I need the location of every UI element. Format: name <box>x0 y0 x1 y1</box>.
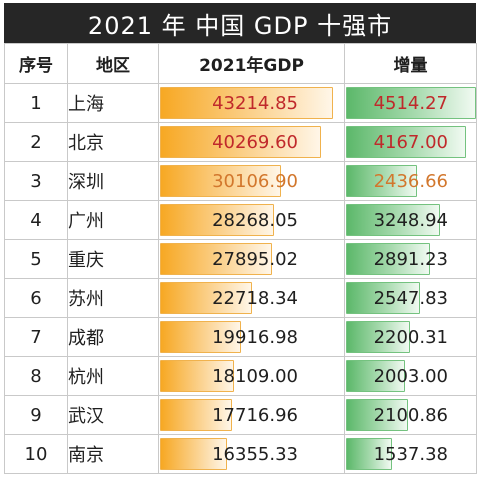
increase-cell: 2436.66 <box>344 161 477 201</box>
increase-data-bar <box>346 282 420 314</box>
increase-cell: 4514.27 <box>344 83 477 123</box>
table-header-row: 序号 地区 2021年GDP 增量 <box>4 43 477 84</box>
increase-cell: 3248.94 <box>344 200 477 240</box>
increase-data-bar <box>346 126 466 158</box>
gdp-cell: 17716.96 <box>158 395 345 435</box>
rank-cell: 7 <box>4 317 68 357</box>
increase-cell: 2547.83 <box>344 278 477 318</box>
increase-value: 2200.31 <box>373 326 448 348</box>
increase-cell: 2100.86 <box>344 395 477 435</box>
gdp-value: 40269.60 <box>212 131 298 153</box>
gdp-cell: 16355.33 <box>158 434 345 474</box>
rank-cell: 1 <box>4 83 68 123</box>
gdp-cell: 28268.05 <box>158 200 345 240</box>
gdp-value: 27895.02 <box>212 248 298 270</box>
gdp-data-bar <box>160 360 234 392</box>
increase-cell: 2891.23 <box>344 239 477 279</box>
gdp-value: 43214.85 <box>212 92 298 114</box>
gdp-data-bar <box>160 243 272 275</box>
gdp-value: 30106.90 <box>212 170 298 192</box>
increase-value: 2891.23 <box>373 248 448 270</box>
region-cell: 武汉 <box>67 395 159 435</box>
increase-data-bar <box>346 204 440 236</box>
increase-data-bar <box>346 438 392 470</box>
header-gdp: 2021年GDP <box>158 43 345 84</box>
region-cell: 北京 <box>67 122 159 162</box>
gdp-data-bar <box>160 165 281 197</box>
table-body: 1 上海 43214.85 4514.27 2 北京 40269.60 4167.00 3 深圳 3… <box>4 83 477 474</box>
header-rank: 序号 <box>4 43 68 84</box>
table-row: 3 深圳 30106.90 2436.66 <box>4 161 477 201</box>
gdp-value: 17716.96 <box>212 404 298 426</box>
rank-cell: 10 <box>4 434 68 474</box>
increase-data-bar <box>346 243 430 275</box>
table-row: 6 苏州 22718.34 2547.83 <box>4 278 477 318</box>
increase-cell: 4167.00 <box>344 122 477 162</box>
region-cell: 苏州 <box>67 278 159 318</box>
increase-value: 2436.66 <box>373 170 448 192</box>
region-cell: 重庆 <box>67 239 159 279</box>
increase-value: 2003.00 <box>373 365 448 387</box>
increase-data-bar <box>346 360 405 392</box>
table-row: 4 广州 28268.05 3248.94 <box>4 200 477 240</box>
gdp-data-bar <box>160 87 333 119</box>
rank-cell: 4 <box>4 200 68 240</box>
increase-value: 4514.27 <box>373 92 448 114</box>
increase-value: 2547.83 <box>373 287 448 309</box>
region-cell: 深圳 <box>67 161 159 201</box>
region-cell: 南京 <box>67 434 159 474</box>
gdp-data-bar <box>160 321 241 353</box>
table-row: 5 重庆 27895.02 2891.23 <box>4 239 477 279</box>
region-cell: 上海 <box>67 83 159 123</box>
header-increase: 增量 <box>344 43 477 84</box>
increase-value: 2100.86 <box>373 404 448 426</box>
gdp-cell: 18109.00 <box>158 356 345 396</box>
increase-value: 4167.00 <box>373 131 448 153</box>
gdp-cell: 40269.60 <box>158 122 345 162</box>
rank-cell: 8 <box>4 356 68 396</box>
rank-cell: 5 <box>4 239 68 279</box>
increase-value: 3248.94 <box>373 209 448 231</box>
rank-cell: 6 <box>4 278 68 318</box>
rank-cell: 3 <box>4 161 68 201</box>
increase-cell: 1537.38 <box>344 434 477 474</box>
header-region: 地区 <box>67 43 159 84</box>
table-row: 1 上海 43214.85 4514.27 <box>4 83 477 123</box>
increase-cell: 2003.00 <box>344 356 477 396</box>
gdp-table: 序号 地区 2021年GDP 增量 1 上海 43214.85 4514.27 2 北京 4… <box>4 43 477 474</box>
table-row: 7 成都 19916.98 2200.31 <box>4 317 477 357</box>
table-row: 2 北京 40269.60 4167.00 <box>4 122 477 162</box>
table-row: 9 武汉 17716.96 2100.86 <box>4 395 477 435</box>
gdp-cell: 22718.34 <box>158 278 345 318</box>
increase-value: 1537.38 <box>373 443 448 465</box>
increase-data-bar <box>346 87 476 119</box>
gdp-value: 18109.00 <box>212 365 298 387</box>
region-cell: 杭州 <box>67 356 159 396</box>
gdp-data-bar <box>160 204 274 236</box>
gdp-value: 16355.33 <box>212 443 298 465</box>
gdp-value: 28268.05 <box>212 209 298 231</box>
increase-data-bar <box>346 399 408 431</box>
table-row: 10 南京 16355.33 1537.38 <box>4 434 477 474</box>
gdp-data-bar <box>160 126 321 158</box>
gdp-data-bar <box>160 282 252 314</box>
gdp-value: 19916.98 <box>212 326 298 348</box>
gdp-data-bar <box>160 438 227 470</box>
gdp-cell: 19916.98 <box>158 317 345 357</box>
table-row: 8 杭州 18109.00 2003.00 <box>4 356 477 396</box>
increase-data-bar <box>346 165 417 197</box>
region-cell: 广州 <box>67 200 159 240</box>
gdp-cell: 27895.02 <box>158 239 345 279</box>
gdp-cell: 30106.90 <box>158 161 345 201</box>
rank-cell: 2 <box>4 122 68 162</box>
increase-data-bar <box>346 321 410 353</box>
region-cell: 成都 <box>67 317 159 357</box>
increase-cell: 2200.31 <box>344 317 477 357</box>
rank-cell: 9 <box>4 395 68 435</box>
page-title: 2021 年 中国 GDP 十强市 <box>4 3 476 43</box>
gdp-cell: 43214.85 <box>158 83 345 123</box>
gdp-data-bar <box>160 399 232 431</box>
gdp-value: 22718.34 <box>212 287 298 309</box>
